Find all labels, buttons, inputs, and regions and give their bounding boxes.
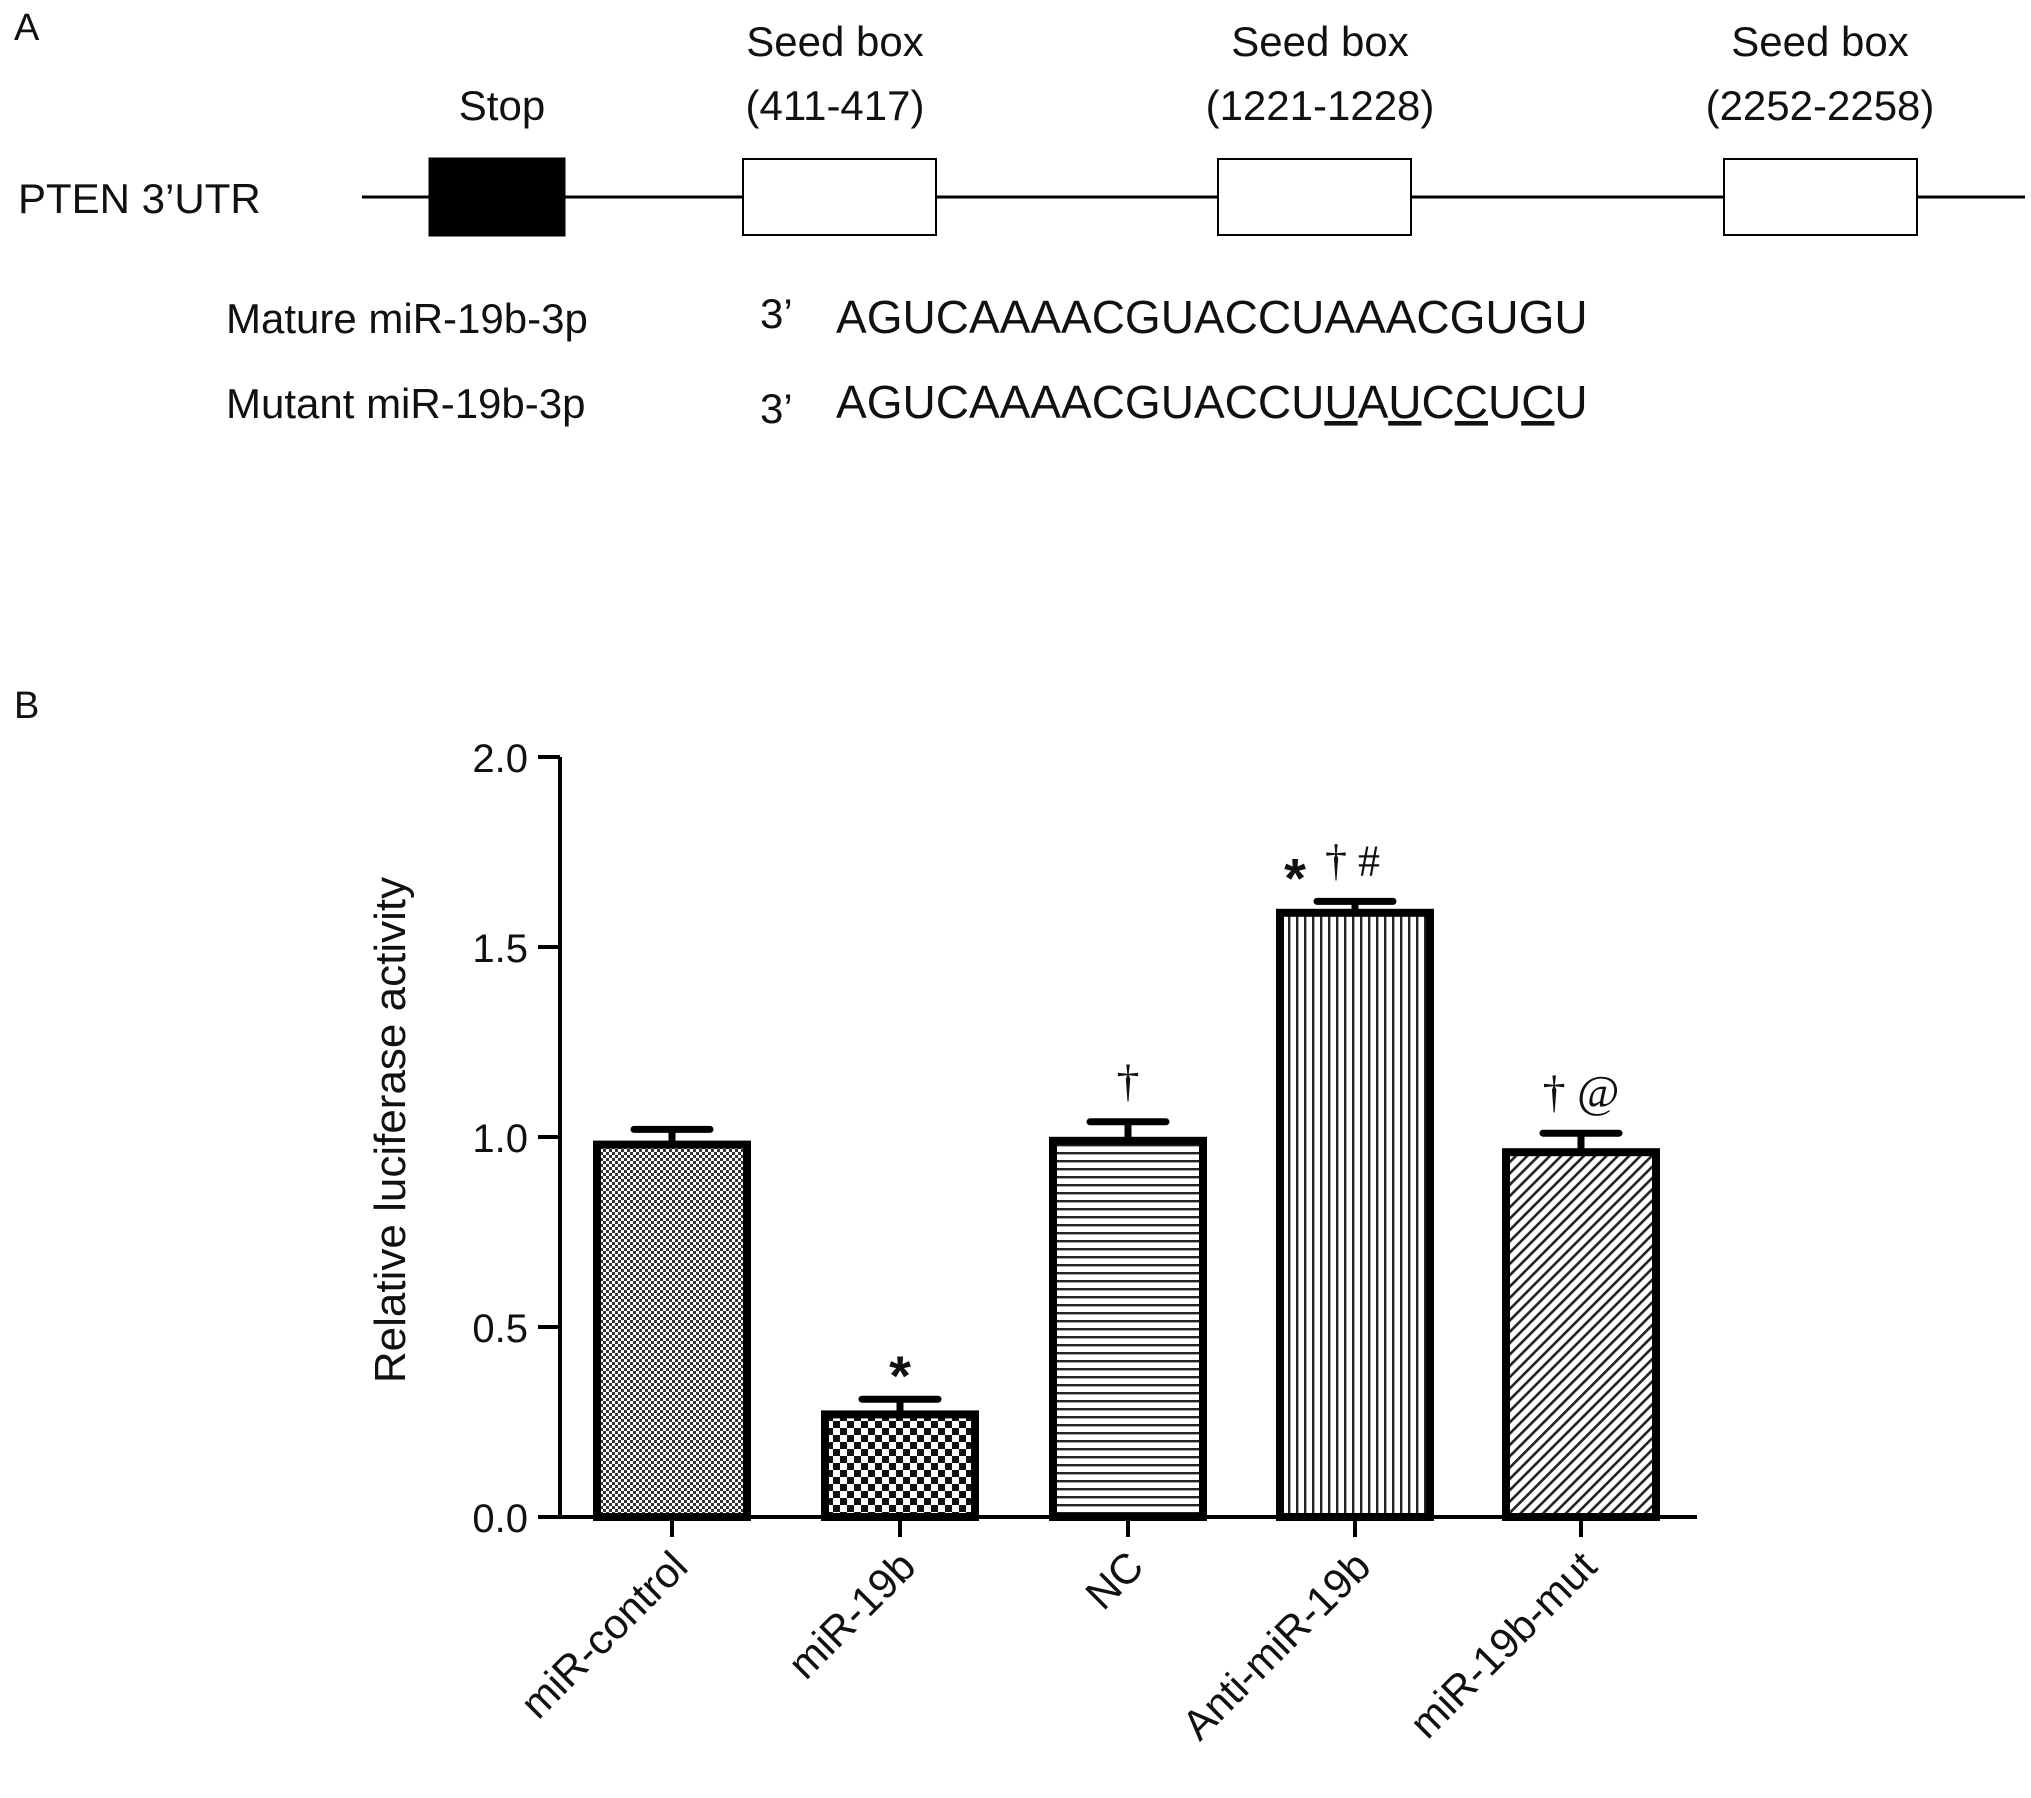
x-tick-label: miR-19b xyxy=(779,1542,924,1687)
sequence-base: U xyxy=(1485,291,1518,343)
sequence-base: U xyxy=(1161,376,1194,428)
y-tick-label: 0.5 xyxy=(472,1307,528,1351)
seed-box-1-title: Seed box xyxy=(746,18,923,65)
y-axis-label: Relative luciferase activity xyxy=(366,877,415,1383)
sequence-base: C xyxy=(1455,376,1488,428)
mutant-end: 3’ xyxy=(760,385,793,432)
sequence-base: U xyxy=(1554,376,1587,428)
bars: * † * † # † @ xyxy=(593,836,1660,1522)
x-tick-label: Anti-miR-19b xyxy=(1173,1542,1380,1749)
sequence-base: G xyxy=(1125,291,1161,343)
sequence-base: U xyxy=(902,376,935,428)
sequence-base: U xyxy=(1161,291,1194,343)
sequence-base: U xyxy=(1554,291,1587,343)
sequence-base: C xyxy=(936,291,969,343)
sequence-base: C xyxy=(1421,376,1454,428)
sequence-base: G xyxy=(1450,291,1486,343)
bar-anti-mir-19b xyxy=(1276,908,1434,1521)
seed-box-3-range: (2252-2258) xyxy=(1706,82,1935,129)
x-tick-label: miR-19b-mut xyxy=(1401,1542,1606,1747)
sequence-base: A xyxy=(836,291,867,343)
sequence-base: G xyxy=(1519,291,1555,343)
sequence-base: U xyxy=(1488,376,1521,428)
stop-label: Stop xyxy=(459,82,545,129)
significance-symbols: † @ xyxy=(1543,1066,1620,1117)
y-tick-label: 1.5 xyxy=(472,927,528,971)
mutant-sequence: AGUCAAAACGUACCUUAUCCUCU xyxy=(836,376,1588,428)
x-tick-label: miR-control xyxy=(511,1542,696,1727)
sequence-base: C xyxy=(1225,291,1258,343)
sequence-base: U xyxy=(1291,376,1324,428)
sequence-base: A xyxy=(1000,291,1031,343)
bar-mir-19b xyxy=(821,1410,979,1522)
panel-b-label: B xyxy=(14,685,39,727)
sequence-base: A xyxy=(1061,376,1092,428)
y-tick-label: 0.0 xyxy=(472,1497,528,1541)
sequence-base: U xyxy=(1324,376,1357,428)
y-ticks: 0.0 0.5 1.0 1.5 2.0 xyxy=(472,737,560,1541)
seed-box-1 xyxy=(742,158,937,236)
sequence-base: A xyxy=(969,291,1000,343)
stop-box xyxy=(428,157,566,237)
sequence-base: C xyxy=(1092,291,1125,343)
sequence-base: C xyxy=(1258,376,1291,428)
significance-star: * xyxy=(889,1344,911,1407)
sequence-base: A xyxy=(969,376,1000,428)
x-labels: miR-control miR-19b NC Anti-miR-19b miR-19b-… xyxy=(511,1517,1606,1749)
mature-sequence: AGUCAAAACGUACCUAAACGUGU xyxy=(836,291,1588,343)
sequence-base: A xyxy=(1386,291,1417,343)
sequence-base: A xyxy=(836,376,867,428)
seed-box-2-title: Seed box xyxy=(1231,18,1408,65)
y-tick-label: 2.0 xyxy=(472,737,528,781)
sequence-base: U xyxy=(1388,376,1421,428)
sequence-base: A xyxy=(1355,291,1386,343)
seed-box-1-range: (411-417) xyxy=(746,82,925,129)
seed-box-2-range: (1221-1228) xyxy=(1206,82,1435,129)
sequence-base: G xyxy=(1125,376,1161,428)
sequence-base: C xyxy=(936,376,969,428)
mature-name: Mature miR-19b-3p xyxy=(226,295,588,342)
y-tick-label: 1.0 xyxy=(472,1117,528,1161)
significance-symbols: † xyxy=(1117,1055,1140,1106)
sequence-base: A xyxy=(1324,291,1355,343)
significance-star: * xyxy=(1284,846,1306,909)
sequence-base: C xyxy=(1258,291,1291,343)
panel-a: A PTEN 3’UTR Stop Seed box (411-417) See… xyxy=(14,7,2025,432)
bar-nc xyxy=(1049,1136,1207,1522)
seed-box-3 xyxy=(1723,158,1918,236)
bar-mir-control xyxy=(593,1140,751,1521)
sequence-base: G xyxy=(867,291,903,343)
sequence-base: A xyxy=(1194,376,1225,428)
seed-box-2 xyxy=(1217,158,1412,236)
x-tick-label: NC xyxy=(1076,1542,1152,1618)
sequence-base: C xyxy=(1225,376,1258,428)
sequence-base: A xyxy=(1061,291,1092,343)
sequence-base: A xyxy=(1030,376,1061,428)
sequence-base: C xyxy=(1416,291,1449,343)
mature-end: 3’ xyxy=(760,290,793,337)
mutant-name: Mutant miR-19b-3p xyxy=(226,380,585,427)
gene-label: PTEN 3’UTR xyxy=(18,175,261,222)
panel-a-label: A xyxy=(14,7,40,49)
panel-b: B Relative luciferase activity 0.0 0.5 1.0… xyxy=(14,685,1697,1749)
sequence-base: A xyxy=(1000,376,1031,428)
sequence-base: A xyxy=(1030,291,1061,343)
significance-symbols: † # xyxy=(1325,836,1380,885)
sequence-base: U xyxy=(902,291,935,343)
sequence-base: G xyxy=(867,376,903,428)
sequence-base: A xyxy=(1194,291,1225,343)
sequence-base: C xyxy=(1521,376,1554,428)
sequence-base: A xyxy=(1358,376,1389,428)
sequence-base: C xyxy=(1092,376,1125,428)
bar-mir-19b-mut xyxy=(1502,1148,1660,1521)
seed-box-3-title: Seed box xyxy=(1731,18,1908,65)
sequence-base: U xyxy=(1291,291,1324,343)
